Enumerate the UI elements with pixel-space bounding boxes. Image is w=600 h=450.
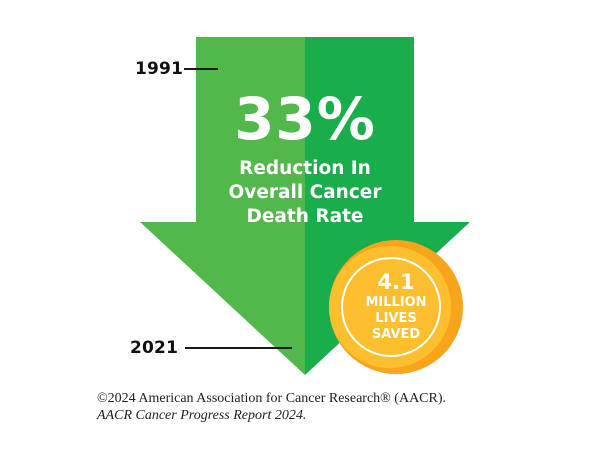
lives-saved-line-1: MILLION bbox=[365, 295, 427, 310]
caption-line-2: Overall Cancer bbox=[228, 182, 382, 203]
arrow-left-half bbox=[140, 37, 305, 375]
lives-saved-line-2: LIVES bbox=[375, 311, 417, 326]
start-year-label: 1991 bbox=[135, 59, 184, 79]
end-year-label: 2021 bbox=[130, 338, 179, 358]
lives-saved-number: 4.1 bbox=[377, 270, 415, 294]
reduction-percentage: 33% bbox=[234, 85, 376, 153]
start-year-tick bbox=[184, 68, 218, 70]
badge-ring bbox=[341, 257, 441, 357]
caption-line-1: Reduction In bbox=[239, 158, 371, 179]
caption-line-3: Death Rate bbox=[246, 206, 364, 227]
end-year-tick bbox=[185, 347, 292, 349]
lives-saved-line-3: SAVED bbox=[371, 327, 421, 342]
copyright-line: ©2024 American Association for Cancer Re… bbox=[97, 391, 447, 406]
report-title-line: AACR Cancer Progress Report 2024. bbox=[97, 408, 307, 423]
badge-inner-circle bbox=[329, 246, 451, 368]
